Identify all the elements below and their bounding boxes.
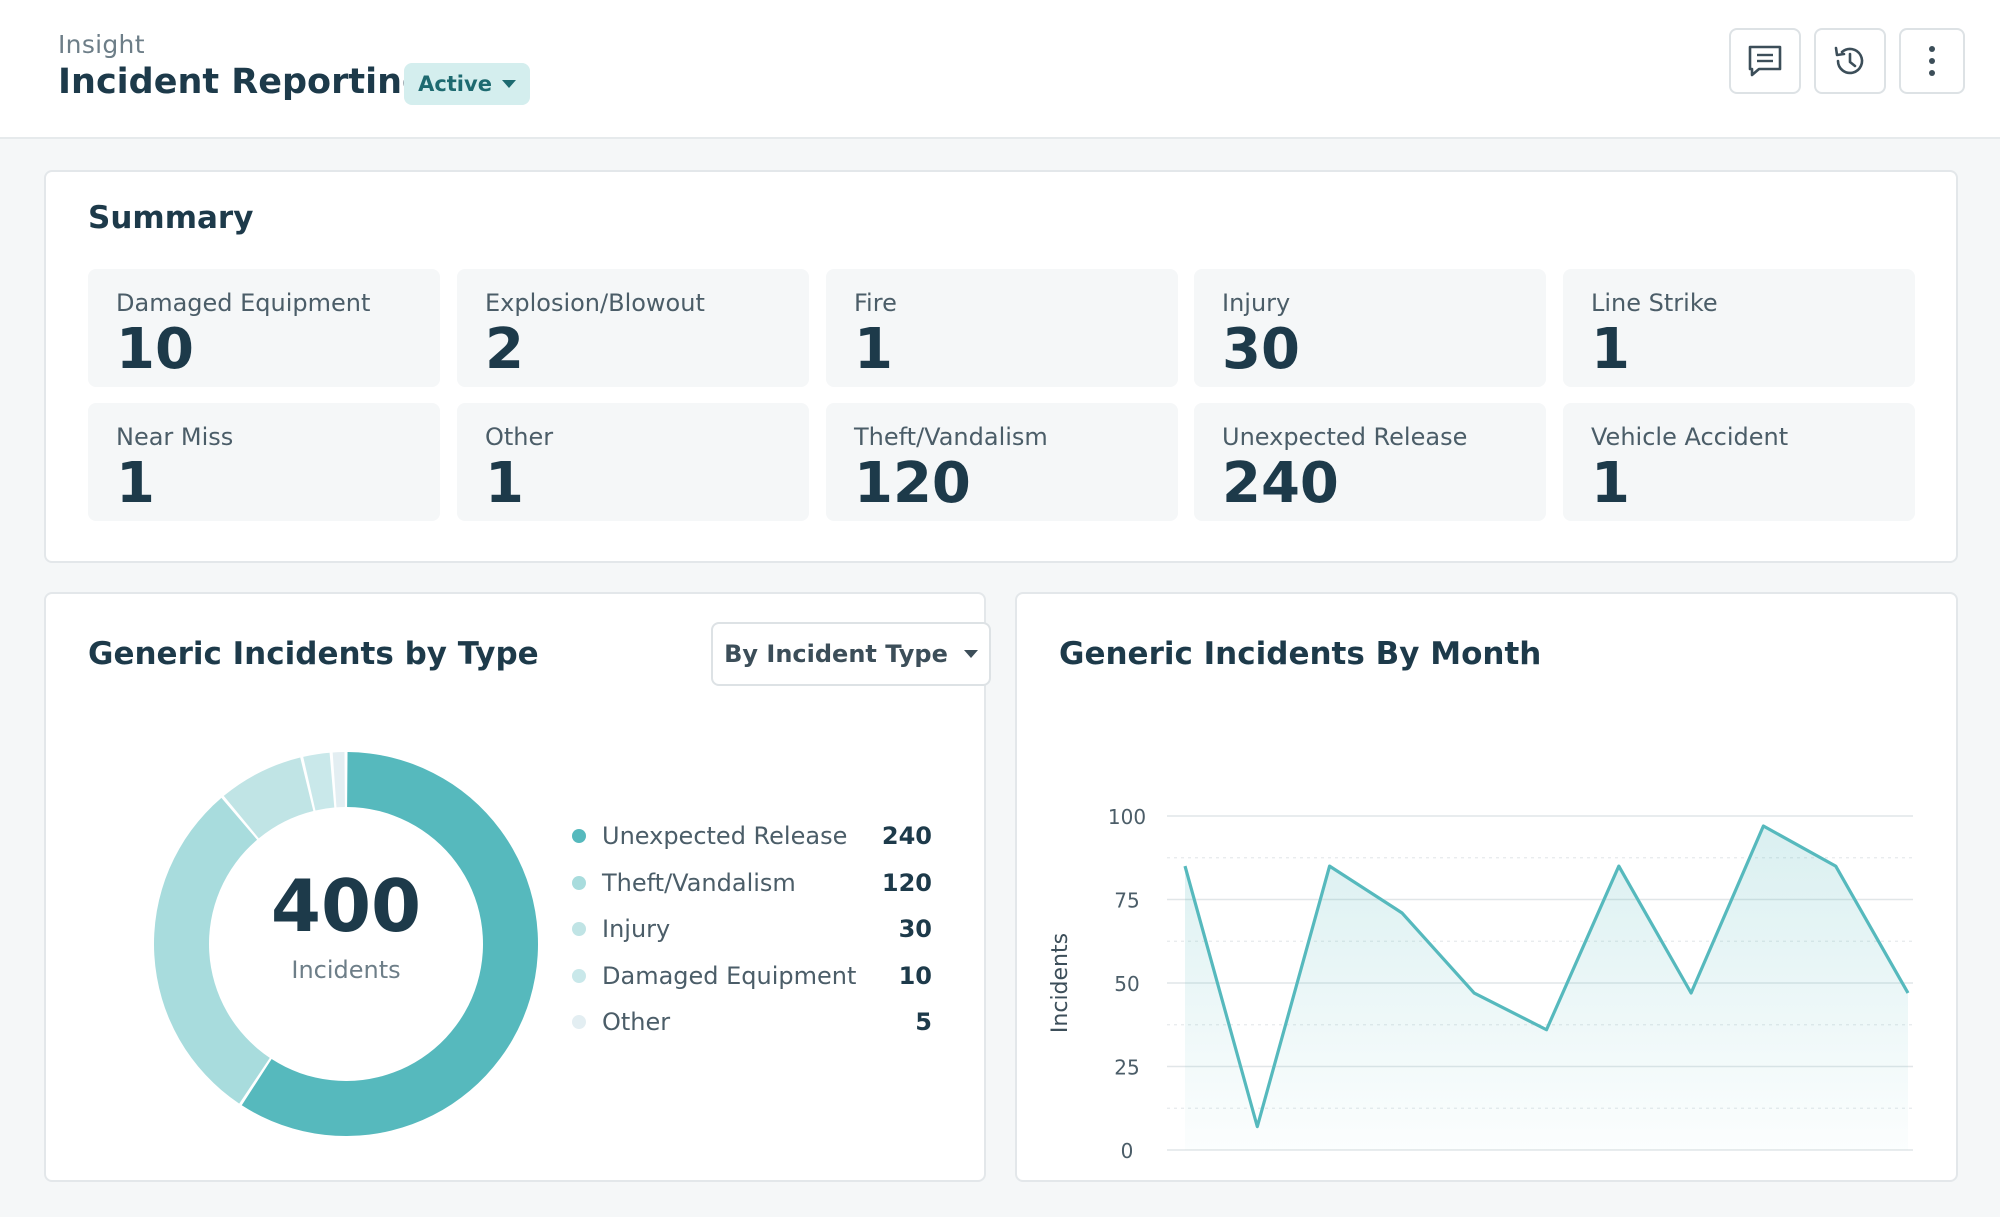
caret-down-icon bbox=[963, 650, 978, 658]
area-fill bbox=[1185, 826, 1908, 1150]
status-dropdown[interactable]: Active bbox=[404, 63, 530, 105]
comment-icon bbox=[1748, 45, 1782, 77]
stat-other: Other 1 bbox=[457, 403, 809, 521]
donut-slice-theft-vandalism[interactable] bbox=[154, 797, 270, 1104]
stat-value: 1 bbox=[1591, 317, 1630, 382]
group-by-label: By Incident Type bbox=[724, 640, 948, 668]
stat-value: 30 bbox=[1222, 317, 1300, 382]
by-month-title: Generic Incidents By Month bbox=[1059, 636, 1542, 672]
stat-damaged-equipment: Damaged Equipment 10 bbox=[88, 269, 440, 387]
data-point-nov[interactable] bbox=[1830, 860, 1842, 872]
data-point-jun[interactable] bbox=[1541, 1024, 1553, 1036]
legend-item-theft-vandalism[interactable]: Theft/Vandalism 120 bbox=[572, 863, 932, 903]
donut-slice-unexpected-release[interactable] bbox=[241, 752, 538, 1136]
stat-value: 10 bbox=[116, 317, 194, 382]
y-tick-label: 0 bbox=[1121, 1139, 1134, 1163]
legend-dot bbox=[572, 875, 586, 890]
stat-explosion-blowout: Explosion/Blowout 2 bbox=[457, 269, 809, 387]
area-chart: 0255075100JanFebMarAprMayJunJulSepOctNov… bbox=[1048, 805, 1914, 1163]
page-title: Incident Reporting bbox=[58, 62, 428, 102]
stat-vehicle-accident: Vehicle Accident 1 bbox=[1563, 403, 1915, 521]
stat-value: 1 bbox=[485, 451, 524, 516]
stat-value: 240 bbox=[1222, 451, 1339, 516]
data-point-jul[interactable] bbox=[1613, 860, 1625, 872]
stat-label: Theft/Vandalism bbox=[854, 423, 1048, 451]
stat-fire: Fire 1 bbox=[826, 269, 1178, 387]
data-point-feb[interactable] bbox=[1251, 1121, 1263, 1133]
stat-label: Other bbox=[485, 423, 554, 451]
donut-slice-injury[interactable] bbox=[223, 757, 314, 839]
summary-card: Summary Damaged Equipment 10 Explosion/B… bbox=[44, 170, 1958, 563]
stat-value: 1 bbox=[1591, 451, 1630, 516]
data-point-mar[interactable] bbox=[1324, 860, 1336, 872]
more-button[interactable] bbox=[1899, 28, 1965, 94]
page-header: Insight Incident Reporting Active bbox=[0, 0, 2000, 139]
donut-slice-other[interactable] bbox=[332, 752, 345, 808]
history-icon bbox=[1834, 46, 1864, 75]
data-point-oct[interactable] bbox=[1757, 820, 1769, 832]
incidents-by-month-card: Generic Incidents By Month 0255075100Jan… bbox=[1015, 592, 1958, 1182]
data-point-sep[interactable] bbox=[1685, 987, 1697, 999]
legend-value: 5 bbox=[915, 1008, 932, 1036]
y-axis-label: Incidents bbox=[1048, 933, 1073, 1033]
stat-value: 1 bbox=[854, 317, 893, 382]
donut-chart bbox=[154, 752, 538, 1136]
legend-value: 30 bbox=[898, 915, 932, 943]
stat-label: Explosion/Blowout bbox=[485, 289, 705, 317]
series-line bbox=[1183, 824, 1910, 1129]
legend-value: 120 bbox=[881, 868, 932, 897]
stat-label: Vehicle Accident bbox=[1591, 423, 1789, 451]
stat-value: 120 bbox=[854, 451, 971, 516]
incidents-by-type-card: Generic Incidents by Type By Incident Ty… bbox=[44, 592, 991, 1182]
legend-dot bbox=[572, 1015, 586, 1029]
stat-theft-vandalism: Theft/Vandalism 120 bbox=[826, 403, 1178, 521]
history-button[interactable] bbox=[1814, 28, 1886, 94]
status-label: Active bbox=[418, 72, 492, 96]
stat-label: Near Miss bbox=[116, 423, 234, 451]
stat-label: Injury bbox=[1222, 289, 1291, 317]
legend-value: 240 bbox=[881, 822, 932, 850]
stat-near-miss: Near Miss 1 bbox=[88, 403, 440, 521]
legend-item-damaged-equipment[interactable]: Damaged Equipment 10 bbox=[572, 956, 932, 996]
data-point-apr[interactable] bbox=[1396, 907, 1408, 919]
legend-label: Injury bbox=[602, 915, 671, 943]
stat-value: 2 bbox=[485, 317, 524, 382]
stat-injury: Injury 30 bbox=[1194, 269, 1546, 387]
donut-slice-damaged-equipment[interactable] bbox=[303, 752, 335, 811]
breadcrumb[interactable]: Insight bbox=[58, 30, 145, 59]
data-point-jan[interactable] bbox=[1179, 860, 1191, 872]
stat-unexpected-release: Unexpected Release 240 bbox=[1194, 403, 1546, 521]
legend-label: Unexpected Release bbox=[602, 822, 848, 850]
comment-button[interactable] bbox=[1729, 28, 1801, 94]
caret-down-icon bbox=[501, 80, 516, 88]
more-vertical-icon bbox=[1929, 46, 1935, 76]
legend-dot bbox=[572, 922, 586, 936]
summary-title: Summary bbox=[88, 200, 254, 236]
data-point-may[interactable] bbox=[1468, 987, 1480, 999]
stat-line-strike: Line Strike 1 bbox=[1563, 269, 1915, 387]
data-point-dec[interactable] bbox=[1902, 987, 1914, 999]
legend-label: Theft/Vandalism bbox=[602, 868, 796, 897]
group-by-dropdown[interactable]: By Incident Type bbox=[711, 622, 991, 686]
legend-item-other[interactable]: Other 5 bbox=[572, 1002, 932, 1042]
stat-label: Unexpected Release bbox=[1222, 423, 1468, 451]
stat-label: Fire bbox=[854, 289, 897, 317]
legend-dot bbox=[572, 829, 586, 843]
y-tick-label: 75 bbox=[1114, 889, 1139, 913]
legend-item-unexpected-release[interactable]: Unexpected Release 240 bbox=[572, 816, 932, 856]
legend-label: Other bbox=[602, 1008, 671, 1036]
donut-total: 400 bbox=[270, 864, 422, 948]
legend-item-injury[interactable]: Injury 30 bbox=[572, 909, 932, 949]
donut-total-label: Incidents bbox=[291, 956, 401, 984]
y-tick-label: 50 bbox=[1114, 972, 1139, 996]
legend-value: 10 bbox=[898, 961, 932, 990]
stat-label: Damaged Equipment bbox=[116, 289, 371, 317]
y-tick-label: 25 bbox=[1114, 1056, 1139, 1080]
by-type-title: Generic Incidents by Type bbox=[88, 636, 539, 672]
stat-label: Line Strike bbox=[1591, 289, 1718, 317]
legend-dot bbox=[572, 968, 586, 983]
y-tick-label: 100 bbox=[1108, 805, 1146, 829]
legend-label: Damaged Equipment bbox=[602, 961, 857, 990]
stat-value: 1 bbox=[116, 451, 155, 516]
